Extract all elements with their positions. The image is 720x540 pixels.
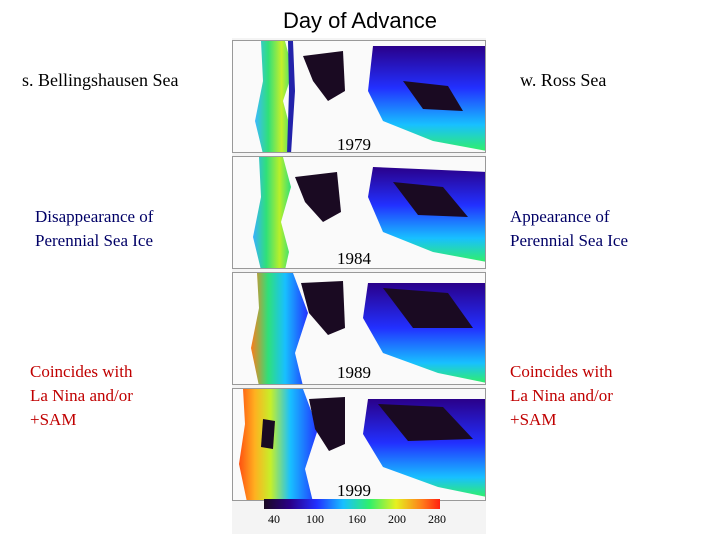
colorbar-tick-160: 160 bbox=[348, 512, 366, 526]
left-disappearance-note: Disappearance of Perennial Sea Ice bbox=[35, 207, 154, 250]
year-label-1999: 1999 bbox=[337, 481, 371, 500]
map-panel-1984: 1984 bbox=[232, 156, 486, 269]
right-region-label: w. Ross Sea bbox=[520, 70, 607, 90]
sea-ice-map-1999 bbox=[239, 389, 485, 500]
colorbar-tick-40: 40 bbox=[268, 512, 280, 526]
colorbar-tick-100: 100 bbox=[306, 512, 324, 526]
right-coincides-note: Coincides with La Nina and/or +SAM bbox=[510, 362, 613, 429]
year-label-1989: 1989 bbox=[337, 363, 371, 382]
year-label-1979: 1979 bbox=[337, 135, 371, 153]
sea-ice-map-1989 bbox=[251, 273, 485, 384]
right-appearance-note: Appearance of Perennial Sea Ice bbox=[510, 207, 628, 250]
sea-ice-map-1984 bbox=[253, 157, 485, 268]
colorbar-tick-280: 280 bbox=[428, 512, 446, 526]
year-label-1984: 1984 bbox=[337, 249, 371, 268]
map-panel-1979: 1979 bbox=[232, 40, 486, 153]
map-panels: 1979 1984 bbox=[232, 38, 486, 534]
map-panel-1999: 1999 bbox=[232, 388, 486, 501]
colorbar-tick-200: 200 bbox=[388, 512, 406, 526]
figure-title: Day of Advance bbox=[282, 8, 438, 33]
map-panel-1989: 1989 bbox=[232, 272, 486, 385]
sea-ice-map-1979 bbox=[255, 41, 485, 152]
left-coincides-note: Coincides with La Nina and/or +SAM bbox=[30, 362, 133, 429]
left-region-label: s. Bellingshausen Sea bbox=[22, 70, 179, 90]
colorbar bbox=[264, 499, 440, 509]
